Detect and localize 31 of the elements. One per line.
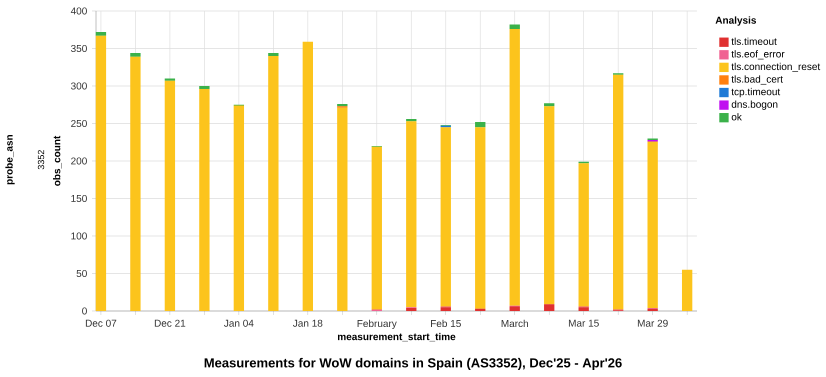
x-tick-label: Mar 29 [638,320,668,327]
y-tick-label: 300 [70,82,87,90]
legend-label: tcp.timeout [731,88,780,98]
legend-label: tls.eof_error [731,50,784,60]
y-tick-label: 400 [70,7,87,15]
text: probe_asn [5,135,15,184]
x-tick-label: March [502,320,528,328]
x-tick-label: Mar 15 [568,320,599,327]
y-tick-label: 250 [71,120,87,128]
legend-label: ok [732,113,742,120]
x-tick-label: February [358,320,397,330]
legend-label: tls.bad_cert [731,75,783,85]
y-axis-title: obs_count [53,136,62,186]
x-tick-label: Feb 15 [431,320,461,328]
legend-title: Analysis [716,16,756,26]
x-tick-label: Dec 07 [86,320,116,327]
legend-label: dns.bogon [732,100,778,110]
legend-label: tls.timeout [731,38,777,45]
y-tick-label: 100 [71,232,87,240]
text: Measurements for WoW domains in Spain (AS3352), Dec'25 - Apr'26 [204,358,622,370]
y-tick-label: 50 [76,270,87,278]
x-tick-label: Dec 21 [154,320,186,327]
y-tick-label: 150 [71,194,87,202]
text: 3352 [38,150,44,170]
legend-label: tls.connection_reset [731,62,820,72]
x-axis-title: measurement_start_time [338,332,456,342]
y-tick-label: 200 [71,157,87,165]
y-tick-label: 0 [82,307,87,315]
x-tick-label: Jan 18 [292,320,322,327]
x-tick-label: Jan 04 [224,320,254,327]
y-tick-label: 350 [70,44,87,52]
